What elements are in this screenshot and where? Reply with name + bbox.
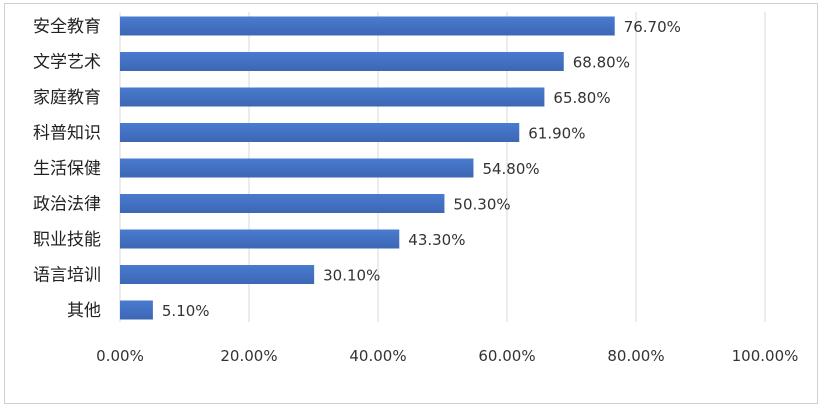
x-tick-label: 80.00%	[607, 347, 664, 365]
bar	[120, 52, 564, 71]
data-label: 68.80%	[573, 54, 630, 72]
data-label: 43.30%	[408, 231, 465, 249]
category-label: 职业技能	[33, 230, 101, 250]
category-label: 政治法律	[33, 195, 101, 215]
x-tick-label: 100.00%	[732, 347, 799, 365]
bar	[120, 87, 545, 107]
bar	[120, 16, 615, 36]
data-label: 65.80%	[553, 89, 610, 107]
category-label: 生活保健	[33, 159, 101, 179]
bar-chart: 0.00% 20.00% 40.00% 60.00% 80.00% 100.00% 安全教育…	[33, 12, 799, 365]
category-label: 语言培训	[33, 266, 101, 286]
x-tick-label: 20.00%	[220, 347, 277, 365]
x-tick-label: 60.00%	[478, 347, 535, 365]
data-label: 5.10%	[162, 302, 210, 320]
data-label: 50.30%	[453, 196, 510, 214]
category-label: 科普知识	[33, 124, 101, 144]
data-label: 76.70%	[624, 18, 681, 36]
bar	[120, 300, 153, 320]
category-label: 家庭教育	[33, 88, 101, 108]
data-label: 54.80%	[482, 160, 539, 178]
x-tick-label: 0.00%	[96, 347, 144, 365]
bar	[120, 123, 520, 142]
category-label: 文学艺术	[33, 53, 101, 73]
bar	[120, 265, 315, 284]
category-label: 其他	[67, 301, 101, 321]
x-tick-label: 40.00%	[349, 347, 406, 365]
bar	[120, 194, 445, 213]
data-label: 30.10%	[323, 267, 380, 285]
bar	[120, 229, 400, 249]
category-label: 安全教育	[33, 17, 101, 37]
chart-frame: 0.00% 20.00% 40.00% 60.00% 80.00% 100.00% 安全教育…	[4, 3, 818, 404]
data-label: 61.90%	[528, 125, 585, 143]
bar	[120, 158, 474, 178]
